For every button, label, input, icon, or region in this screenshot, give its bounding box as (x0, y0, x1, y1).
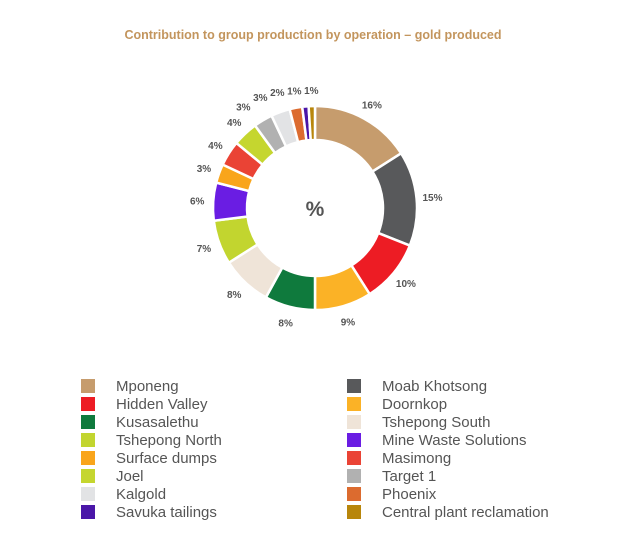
data-label: 16% (362, 101, 382, 112)
legend-swatch (347, 469, 361, 483)
legend-item: Moab Khotsong (347, 377, 549, 395)
legend-label: Doornkop (382, 395, 448, 413)
legend-swatch (81, 397, 95, 411)
legend-label: Mponeng (116, 377, 179, 395)
data-label: 2% (270, 88, 285, 99)
legend-right: Moab Khotsong Doornkop Tshepong South Mine … (347, 377, 549, 521)
legend-swatch (81, 487, 95, 501)
data-label: 15% (422, 193, 442, 204)
legend-label: Tshepong South (382, 413, 491, 431)
legend-label: Kalgold (116, 485, 167, 503)
legend-item: Tshepong North (81, 431, 222, 449)
center-label: % (306, 198, 325, 221)
legend-swatch (81, 469, 95, 483)
legend-item: Mine Waste Solutions (347, 431, 549, 449)
legend-item: Mponeng (81, 377, 222, 395)
data-label: 4% (227, 118, 242, 129)
legend-item: Doornkop (347, 395, 549, 413)
slice-central-plant-reclamation (307, 104, 317, 142)
legend-item: Savuka tailings (81, 503, 222, 521)
legend-label: Masimong (382, 449, 452, 467)
legend-label: Joel (116, 467, 144, 485)
legend-swatch (347, 451, 361, 465)
data-label: 3% (253, 93, 268, 104)
legend-swatch (81, 433, 95, 447)
slice-moab-khotsong (370, 151, 419, 248)
legend-label: Central plant reclamation (382, 503, 549, 521)
legend-swatch (347, 505, 361, 519)
legend-swatch (347, 397, 361, 411)
data-label: 1% (287, 87, 302, 98)
legend-swatch (81, 415, 95, 429)
legend-item: Joel (81, 467, 222, 485)
legend-item: Kalgold (81, 485, 222, 503)
legend-label: Savuka tailings (116, 503, 217, 521)
legend-item: Surface dumps (81, 449, 222, 467)
legend-label: Target 1 (382, 467, 437, 485)
legend-swatch (81, 505, 95, 519)
legend-label: Kusasalethu (116, 413, 199, 431)
legend-item: Tshepong South (347, 413, 549, 431)
data-label: 4% (208, 141, 223, 152)
legend-label: Tshepong North (116, 431, 222, 449)
legend-swatch (347, 433, 361, 447)
data-label: 3% (236, 102, 251, 113)
legend-item: Central plant reclamation (347, 503, 549, 521)
legend-label: Moab Khotsong (382, 377, 488, 395)
data-label: 6% (190, 197, 205, 208)
legend-item: Phoenix (347, 485, 549, 503)
data-label: 9% (341, 317, 356, 328)
data-label: 10% (396, 279, 416, 290)
data-label: 8% (278, 318, 293, 329)
legend-item: Masimong (347, 449, 549, 467)
legend-swatch (347, 415, 361, 429)
legend-swatch (81, 379, 95, 393)
legend-left: Mponeng Hidden Valley Kusasalethu Tshepong … (81, 377, 222, 521)
data-label: 8% (227, 290, 242, 301)
data-label: 7% (197, 244, 212, 255)
legend-swatch (347, 379, 361, 393)
legend-item: Hidden Valley (81, 395, 222, 413)
chart-title: Contribution to group production by oper… (124, 28, 502, 42)
legend-swatch (347, 487, 361, 501)
legend-swatch (81, 451, 95, 465)
data-label: 1% (304, 86, 319, 97)
legend-label: Hidden Valley (116, 395, 208, 413)
data-label: 3% (197, 164, 212, 175)
legend-item: Kusasalethu (81, 413, 222, 431)
legend-label: Mine Waste Solutions (382, 431, 527, 449)
legend-label: Phoenix (382, 485, 437, 503)
legend-label: Surface dumps (116, 449, 217, 467)
legend-item: Target 1 (347, 467, 549, 485)
